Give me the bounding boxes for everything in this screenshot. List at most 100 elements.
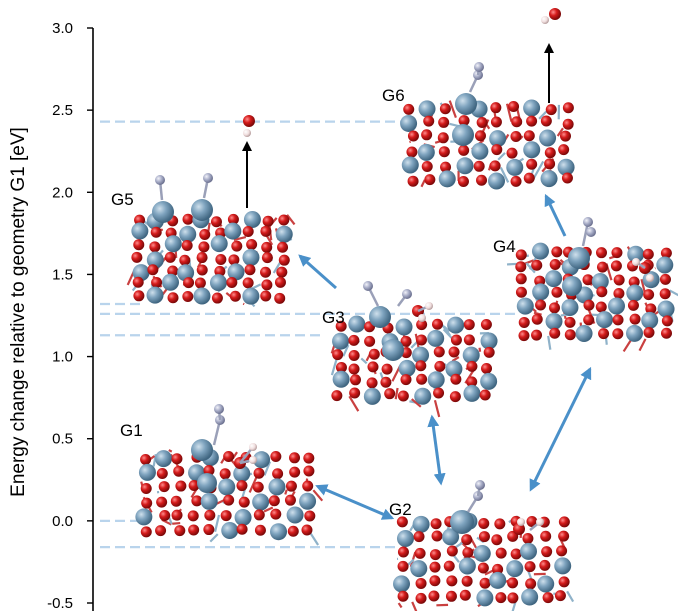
oxygen-atom — [642, 248, 654, 260]
hydrogen-atom — [517, 518, 525, 526]
y-tick-label: 2.5 — [52, 102, 73, 119]
oxygen-atom — [132, 276, 144, 288]
oxygen-atom — [535, 299, 547, 311]
oxygen-atom — [522, 532, 534, 544]
oxygen-atom — [302, 480, 314, 492]
bond — [172, 521, 181, 525]
structure-g5 — [126, 173, 296, 308]
metal-atom — [146, 251, 164, 269]
oxygen-atom — [461, 575, 473, 587]
oxygen-atom — [223, 451, 235, 463]
oxygen-atom — [210, 216, 222, 228]
oxygen-atom — [510, 548, 522, 560]
oxygen-atom — [511, 116, 523, 128]
metal-atom — [164, 235, 182, 253]
oxygen-atom — [463, 319, 475, 331]
oxygen-atom — [446, 545, 458, 557]
metal-atom — [489, 130, 507, 148]
oxygen-atom — [164, 251, 176, 263]
metal-atom — [562, 276, 582, 296]
oxygen-atom — [131, 251, 143, 263]
oxygen-atom — [349, 374, 361, 386]
geometry-label-g6: G6 — [382, 86, 405, 105]
oxygen-atom — [429, 549, 441, 561]
bond — [433, 399, 441, 418]
y-axis: 3.0 2.5 2.0 1.5 1.0 0.5 0.0 -0.5 — [47, 20, 94, 611]
oxygen-atom — [278, 254, 290, 266]
y-tick-label: 3.0 — [52, 20, 73, 37]
oxygen-atom — [415, 334, 427, 346]
oxygen-atom — [260, 225, 272, 237]
oxygen-atom — [459, 589, 471, 601]
oxygen-atom — [476, 174, 488, 186]
oxygen-atom — [397, 546, 409, 558]
metal-atom — [191, 439, 213, 461]
oxygen-atom — [219, 468, 231, 480]
oxygen-atom — [556, 545, 568, 557]
hydrogen-atom — [536, 518, 544, 526]
oxygen-atom — [332, 349, 344, 361]
metal-atom — [155, 450, 173, 468]
oxygen-atom — [479, 389, 491, 401]
oxygen-atom — [544, 147, 556, 159]
oxygen-atom — [364, 335, 376, 347]
oxygen-atom — [491, 534, 503, 546]
oxygen-atom — [303, 452, 315, 464]
geometry-label-g3: G3 — [322, 308, 345, 327]
oxygen-atom — [331, 390, 343, 402]
bond — [640, 278, 646, 293]
oxygen-atom — [438, 146, 450, 158]
metal-atom — [348, 315, 366, 333]
bond — [669, 289, 678, 297]
structure-g3 — [330, 281, 498, 418]
metal-atom — [200, 492, 218, 510]
bond — [394, 387, 399, 400]
oxygen-atom — [478, 518, 490, 530]
metal-atom — [417, 143, 435, 161]
nitrogen-atom — [583, 217, 593, 227]
metal-atom — [162, 273, 180, 291]
oxygen-atom — [457, 176, 469, 188]
oxygen-atom — [526, 115, 538, 127]
bond — [566, 590, 575, 603]
oxygen-atom — [167, 265, 179, 277]
oxygen-atom — [174, 525, 186, 537]
oxygen-atom — [400, 374, 412, 386]
oxygen-atom — [643, 289, 655, 301]
metal-atom — [656, 256, 674, 274]
oxygen-atom — [348, 349, 360, 361]
oxygen-atom — [424, 174, 436, 186]
oxygen-atom — [140, 454, 152, 466]
oxygen-atom — [261, 241, 273, 253]
oxygen-atom — [558, 516, 570, 528]
oxygen-atom — [400, 335, 412, 347]
oxygen-atom — [141, 497, 153, 509]
oxygen-atom — [518, 330, 530, 342]
oxygen-atom — [495, 592, 507, 604]
metal-atom — [369, 306, 391, 328]
oxygen-atom — [429, 575, 441, 587]
metal-atom — [398, 359, 416, 377]
oxygen-atom — [659, 273, 671, 285]
metal-atom — [557, 158, 575, 176]
metal-atom — [480, 332, 498, 350]
oxygen-atom — [518, 316, 530, 328]
metal-atom — [462, 346, 480, 364]
structure-g6 — [400, 62, 575, 190]
oxygen-atom — [231, 240, 243, 252]
oxygen-atom — [477, 562, 489, 574]
oxygen-atom — [199, 229, 211, 241]
oxygen-atom — [276, 266, 288, 278]
hydrogen-atom — [249, 443, 257, 451]
metal-atom — [221, 522, 239, 540]
bond — [533, 311, 542, 316]
oxygen-atom — [415, 577, 427, 589]
metal-atom — [363, 387, 381, 405]
metal-atom — [427, 371, 445, 389]
oxygen-atom — [439, 103, 451, 115]
oxygen-atom — [156, 468, 168, 480]
oxygen-atom — [366, 377, 378, 389]
oxygen-atom — [204, 509, 216, 521]
oxygen-atom — [270, 450, 282, 462]
bond — [342, 344, 350, 357]
